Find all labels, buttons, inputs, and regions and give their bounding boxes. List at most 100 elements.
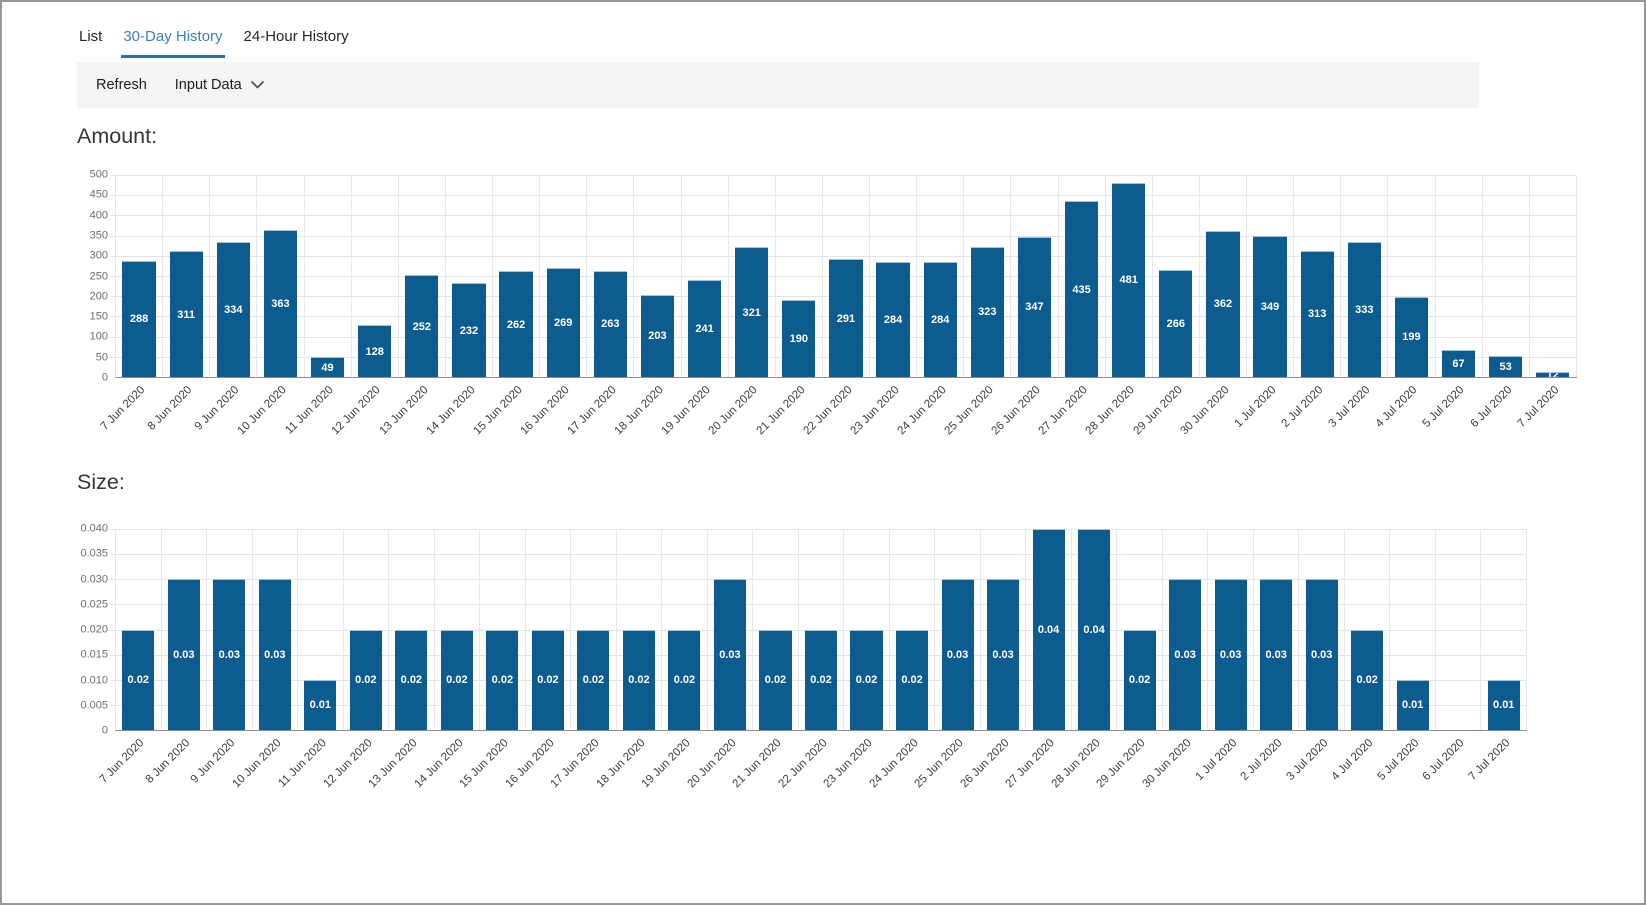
bar[interactable]: 0.04 <box>1078 529 1111 730</box>
bar-value-label: 435 <box>1072 283 1091 296</box>
bar-value-label: 0.02 <box>400 674 423 687</box>
bar[interactable]: 0.03 <box>713 579 746 730</box>
bar[interactable]: 0.02 <box>668 629 701 730</box>
bar-category: 0.03 3 Jul 2020 <box>1284 529 1345 783</box>
bar[interactable]: 0.03 <box>1214 579 1247 730</box>
bar[interactable]: 266 <box>1159 269 1193 377</box>
bar[interactable]: 0.02 <box>622 629 655 730</box>
bar[interactable]: 323 <box>970 246 1004 377</box>
bar[interactable]: 67 <box>1441 349 1476 377</box>
tab-list[interactable]: List <box>79 28 103 45</box>
bar[interactable]: 53 <box>1489 355 1523 377</box>
bar[interactable]: 0.02 <box>896 629 929 730</box>
bar[interactable]: 190 <box>782 300 816 377</box>
bar[interactable]: 435 <box>1064 201 1099 377</box>
x-axis-label: 7 Jun 2020 <box>98 737 147 786</box>
x-axis-label: 16 Jun 2020 <box>518 384 572 438</box>
bar[interactable]: 49 <box>310 357 345 377</box>
tab-24-hour-history[interactable]: 24-Hour History <box>243 28 349 45</box>
bar-category: 199 4 Jul 2020 <box>1374 175 1436 430</box>
bar[interactable]: 0.02 <box>531 629 564 730</box>
bar-value-label: 323 <box>978 306 997 319</box>
bar-value-label: 0.02 <box>582 674 605 687</box>
bar[interactable]: 284 <box>876 262 910 377</box>
bar[interactable]: 0.02 <box>486 629 519 730</box>
bar[interactable]: 288 <box>122 260 156 377</box>
bar-category: 263 17 Jun 2020 <box>566 175 635 437</box>
bar[interactable]: 313 <box>1300 250 1334 377</box>
bar[interactable]: 12 <box>1536 372 1570 377</box>
bar[interactable]: 284 <box>923 262 957 377</box>
bar-category: 0.03 20 Jun 2020 <box>685 529 754 790</box>
bar-category: 128 12 Jun 2020 <box>330 175 399 437</box>
bar[interactable]: 311 <box>169 251 203 377</box>
bar[interactable]: 0.03 <box>941 579 974 730</box>
bar-value-label: 347 <box>1025 301 1044 314</box>
bar-category: 0.03 25 Jun 2020 <box>913 529 981 790</box>
bar[interactable]: 0.02 <box>349 629 382 730</box>
bar-category: 481 28 Jun 2020 <box>1084 175 1153 437</box>
bar[interactable]: 0.02 <box>759 629 792 730</box>
refresh-button[interactable]: Refresh <box>96 77 147 93</box>
bar[interactable]: 252 <box>405 275 439 377</box>
tab-bar: List 30-Day History 24-Hour History <box>77 24 1644 58</box>
amount-chart: 500 450 400 350 300 250 200 150 100 50 0 288 7 Jun … <box>77 169 1644 437</box>
input-data-dropdown[interactable]: Input Data <box>175 77 264 93</box>
bar[interactable]: 203 <box>640 295 675 377</box>
x-axis-label: 2 Jul 2020 <box>1279 384 1326 431</box>
bar[interactable]: 333 <box>1347 242 1381 377</box>
bar-value-label: 0.02 <box>764 674 787 687</box>
bar[interactable]: 128 <box>358 325 392 377</box>
bar-category: 284 24 Jun 2020 <box>895 175 965 437</box>
bar[interactable]: 241 <box>687 279 722 377</box>
bar[interactable]: 291 <box>829 259 863 377</box>
bar[interactable]: 263 <box>593 270 627 377</box>
bar[interactable]: 0.01 <box>1487 679 1520 730</box>
x-axis-label: 8 Jun 2020 <box>143 737 193 786</box>
bar[interactable]: 363 <box>263 230 298 377</box>
bar[interactable]: 0.02 <box>1351 629 1384 730</box>
bar[interactable]: 0.04 <box>1032 529 1065 730</box>
bar[interactable]: 0.02 <box>440 629 473 730</box>
bar[interactable]: 0.03 <box>1305 579 1338 730</box>
y-axis-tick-label: 0 <box>101 724 108 737</box>
bar[interactable]: 0.03 <box>1169 579 1202 730</box>
bar-value-label: 203 <box>648 330 667 343</box>
tab-30-day-history[interactable]: 30-Day History <box>121 24 225 58</box>
bar[interactable]: 269 <box>546 268 580 377</box>
bar[interactable]: 232 <box>452 283 486 377</box>
bar[interactable]: 0.01 <box>1396 679 1429 730</box>
bar[interactable]: 0.02 <box>577 629 610 730</box>
bar[interactable]: 362 <box>1206 230 1240 377</box>
bar[interactable]: 334 <box>216 242 250 377</box>
bar-value-label: 362 <box>1213 298 1233 311</box>
bar-category: 288 7 Jun 2020 <box>99 175 164 433</box>
bar-value-label: 0.03 <box>946 649 969 662</box>
bar[interactable]: 0.03 <box>258 579 291 730</box>
y-axis-tick-label: 0.020 <box>80 623 108 636</box>
bar[interactable]: 0.02 <box>122 629 155 730</box>
bar-category: 0.04 27 Jun 2020 <box>1004 529 1072 790</box>
bar[interactable]: 321 <box>735 247 769 377</box>
bar[interactable]: 0.03 <box>1260 579 1293 730</box>
bar[interactable]: 0.01 <box>304 679 337 730</box>
bar-value-label: 0.03 <box>1174 649 1196 662</box>
bar[interactable]: 0.02 <box>395 629 428 730</box>
bar[interactable]: 262 <box>499 271 533 377</box>
bar[interactable]: 0.03 <box>213 579 246 730</box>
y-axis-tick-label: 50 <box>95 351 108 364</box>
bar[interactable]: 0.03 <box>987 579 1020 730</box>
bar[interactable]: 0.03 <box>167 579 200 730</box>
bar[interactable]: 0.02 <box>804 629 838 730</box>
y-axis-tick-label: 450 <box>89 188 108 201</box>
bar[interactable]: 349 <box>1253 236 1287 377</box>
x-axis-label: 10 Jun 2020 <box>235 384 289 438</box>
bar[interactable]: 0.02 <box>1123 629 1156 730</box>
bar-value-label: 0.02 <box>673 674 696 687</box>
bar[interactable]: 0.02 <box>850 629 883 730</box>
bar-value-label: 0.01 <box>1493 699 1515 712</box>
bar-value-label: 53 <box>1499 360 1512 373</box>
bar[interactable]: 347 <box>1017 236 1052 377</box>
bar[interactable]: 199 <box>1394 296 1429 377</box>
bar[interactable]: 481 <box>1112 182 1146 377</box>
